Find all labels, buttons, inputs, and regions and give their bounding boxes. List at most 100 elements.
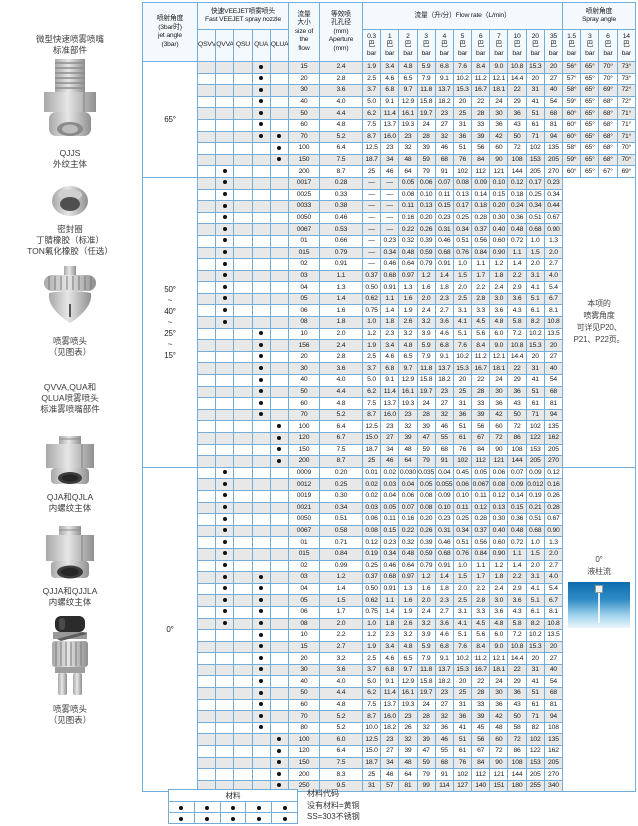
flow-rate-cell: 13.5	[543, 629, 564, 642]
table-row: 0033 0.38— —0.11 0.13 0.15 0.17 0.18 0.20 0.24 0.…	[143, 200, 636, 213]
flow-rate-cell: 0.12	[489, 489, 509, 503]
flow-rate-cell: 0.48	[507, 524, 527, 538]
flow-rate-cell: 0.12	[361, 536, 382, 549]
table-row: 100 6.0 12.5 23 32 39 46 51 56 60 72 102 135	[143, 733, 636, 747]
flow-rate-cell: 14.4	[507, 350, 527, 364]
flow-rate-cell: 3.4	[380, 640, 400, 654]
availability-dot-icon	[222, 238, 227, 243]
flow-size-cell: 0021	[287, 501, 320, 515]
flow-rate-cell: 0.72	[507, 234, 527, 248]
aperture-cell: 6.0	[318, 733, 363, 747]
flow-rate-cell: 4.3	[507, 304, 527, 318]
flow-rate-cell: 36	[452, 130, 473, 144]
flow-rate-cell: 112	[471, 455, 491, 468]
aperture-cell: 2.4	[318, 61, 363, 74]
flow-size-cell: 015	[287, 547, 320, 561]
aperture-cell: 1.1	[318, 269, 363, 283]
flow-rate-cell: 4.3	[507, 605, 527, 619]
flow-rate-cell: 0.90	[489, 547, 509, 561]
nozzle-availability-cell	[269, 536, 289, 549]
availability-dot-icon	[222, 528, 227, 533]
flow-rate-cell: 0.20	[416, 211, 436, 225]
flow-rate-cell: 15.3	[452, 663, 473, 677]
flow-rate-cell: 27	[434, 397, 454, 410]
flow-rate-cell: 36	[489, 698, 509, 712]
flow-rate-cell: 4.8	[398, 61, 418, 74]
aperture-cell: 1.7	[318, 605, 363, 619]
flow-rate-cell: 2.7	[434, 304, 454, 318]
availability-dot-icon	[222, 539, 227, 544]
flow-rate-cell: 0.40	[489, 524, 509, 538]
flow-rate-cell: 20	[452, 675, 473, 689]
flow-rate-cell: 1.8	[380, 617, 400, 631]
nozzle-availability-cell	[269, 176, 289, 190]
flow-rate-cell: —	[361, 200, 382, 213]
aperture-cell: 0.28	[318, 176, 363, 190]
flow-rate-cell: 7.9	[416, 72, 436, 86]
materials-dot-cell	[245, 801, 273, 813]
flow-rate-cell: 27	[434, 698, 454, 712]
flow-rate-cell: 23	[434, 107, 454, 120]
flow-rate-cell: 0.46	[434, 536, 454, 549]
availability-dot-icon	[259, 678, 264, 683]
nozzle-availability-cell	[196, 652, 217, 665]
flow-rate-cell: 43	[507, 397, 527, 410]
spray-angle-cell: 72°	[616, 95, 637, 109]
materials-dot-cell	[271, 812, 298, 824]
flow-rate-cell: 0.055	[434, 478, 454, 491]
table-row: 70 5.2 8.7 16.0 23 28 32 36 39 42 50 71 94 60° 65° 68° 7…	[143, 130, 637, 144]
availability-dot-icon	[259, 609, 264, 614]
availability-dot-icon	[259, 389, 264, 394]
flow-rate-cell: 6.8	[434, 339, 454, 352]
flow-rate-cell: 20	[452, 374, 473, 387]
flow-rate-cell: 61	[525, 118, 545, 132]
nozzle-availability-cell	[196, 513, 217, 526]
flow-rate-cell: 32	[398, 420, 418, 433]
availability-dot-icon	[259, 365, 264, 370]
flow-rate-cell: —	[361, 246, 382, 260]
flow-rate-cell: 0.16	[398, 211, 418, 225]
flow-rate-cell: 3.0	[489, 594, 509, 607]
flow-size-cell: 0012	[287, 478, 320, 491]
nozzle-availability-cell	[196, 489, 217, 503]
flow-rate-cell: 2.9	[507, 281, 527, 294]
flow-rate-cell: 28	[416, 408, 436, 422]
availability-dot-icon	[259, 586, 264, 591]
flow-rate-cell: 36	[507, 687, 527, 700]
flow-rate-cell: 1.9	[361, 61, 382, 74]
flow-rate-cell: 68	[434, 443, 454, 457]
flow-rate-cell: 32	[398, 142, 418, 155]
flow-rate-cell: 1.2	[416, 571, 436, 584]
flow-rate-cell: 9.1	[434, 350, 454, 364]
flow-rate-cell: 39	[398, 745, 418, 758]
flow-rate-cell: 2.5	[361, 652, 382, 665]
flow-size-cell: 10	[287, 327, 320, 341]
flow-rate-cell: 7.6	[452, 339, 473, 352]
flow-rate-cell: 16.7	[471, 663, 491, 677]
nozzle-availability-cell	[215, 408, 235, 422]
header-flow-rate-group: 流量（升/分）Flow rate（L/min）	[361, 2, 564, 30]
header-pressure-0.3: 0.3 巴 bar	[361, 29, 382, 62]
flow-rate-cell: 86	[507, 432, 527, 445]
aperture-cell: 4.4	[318, 107, 363, 120]
nozzle-availability-cell	[233, 605, 253, 619]
aperture-cell: 0.51	[318, 513, 363, 526]
header-pressure-7: 7 巴 bar	[489, 29, 509, 62]
flow-rate-cell: 46	[380, 165, 400, 178]
nozzle-availability-cell	[269, 385, 289, 399]
flow-rate-cell: 76	[452, 153, 473, 167]
spray-angle-cell: 65°	[580, 153, 600, 167]
spray-angle-cell: 65°	[580, 61, 600, 74]
nozzle-availability-cell	[251, 107, 271, 120]
nozzle-availability-cell	[233, 246, 253, 260]
flow-rate-cell: 205	[525, 455, 545, 468]
aperture-cell: 1.2	[318, 571, 363, 584]
flow-rate-cell: —	[380, 176, 400, 190]
nozzle-availability-cell	[251, 130, 271, 144]
flow-rate-cell: 0.06	[361, 513, 382, 526]
flow-size-cell: 200	[287, 455, 320, 468]
flow-rate-cell: 61	[452, 745, 473, 758]
flow-rate-cell: 8.7	[361, 130, 382, 144]
nozzle-availability-cell	[196, 582, 217, 596]
